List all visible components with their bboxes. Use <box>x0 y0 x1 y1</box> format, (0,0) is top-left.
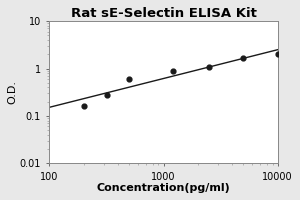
X-axis label: Concentration(pg/ml): Concentration(pg/ml) <box>97 183 230 193</box>
Point <box>170 69 175 72</box>
Point <box>207 65 212 68</box>
Title: Rat sE-Selectin ELISA Kit: Rat sE-Selectin ELISA Kit <box>70 7 256 20</box>
Point <box>81 105 86 108</box>
Point <box>275 53 280 56</box>
Point <box>105 93 110 96</box>
Point <box>127 77 132 81</box>
Point <box>241 57 246 60</box>
Y-axis label: O.D.: O.D. <box>7 80 17 104</box>
